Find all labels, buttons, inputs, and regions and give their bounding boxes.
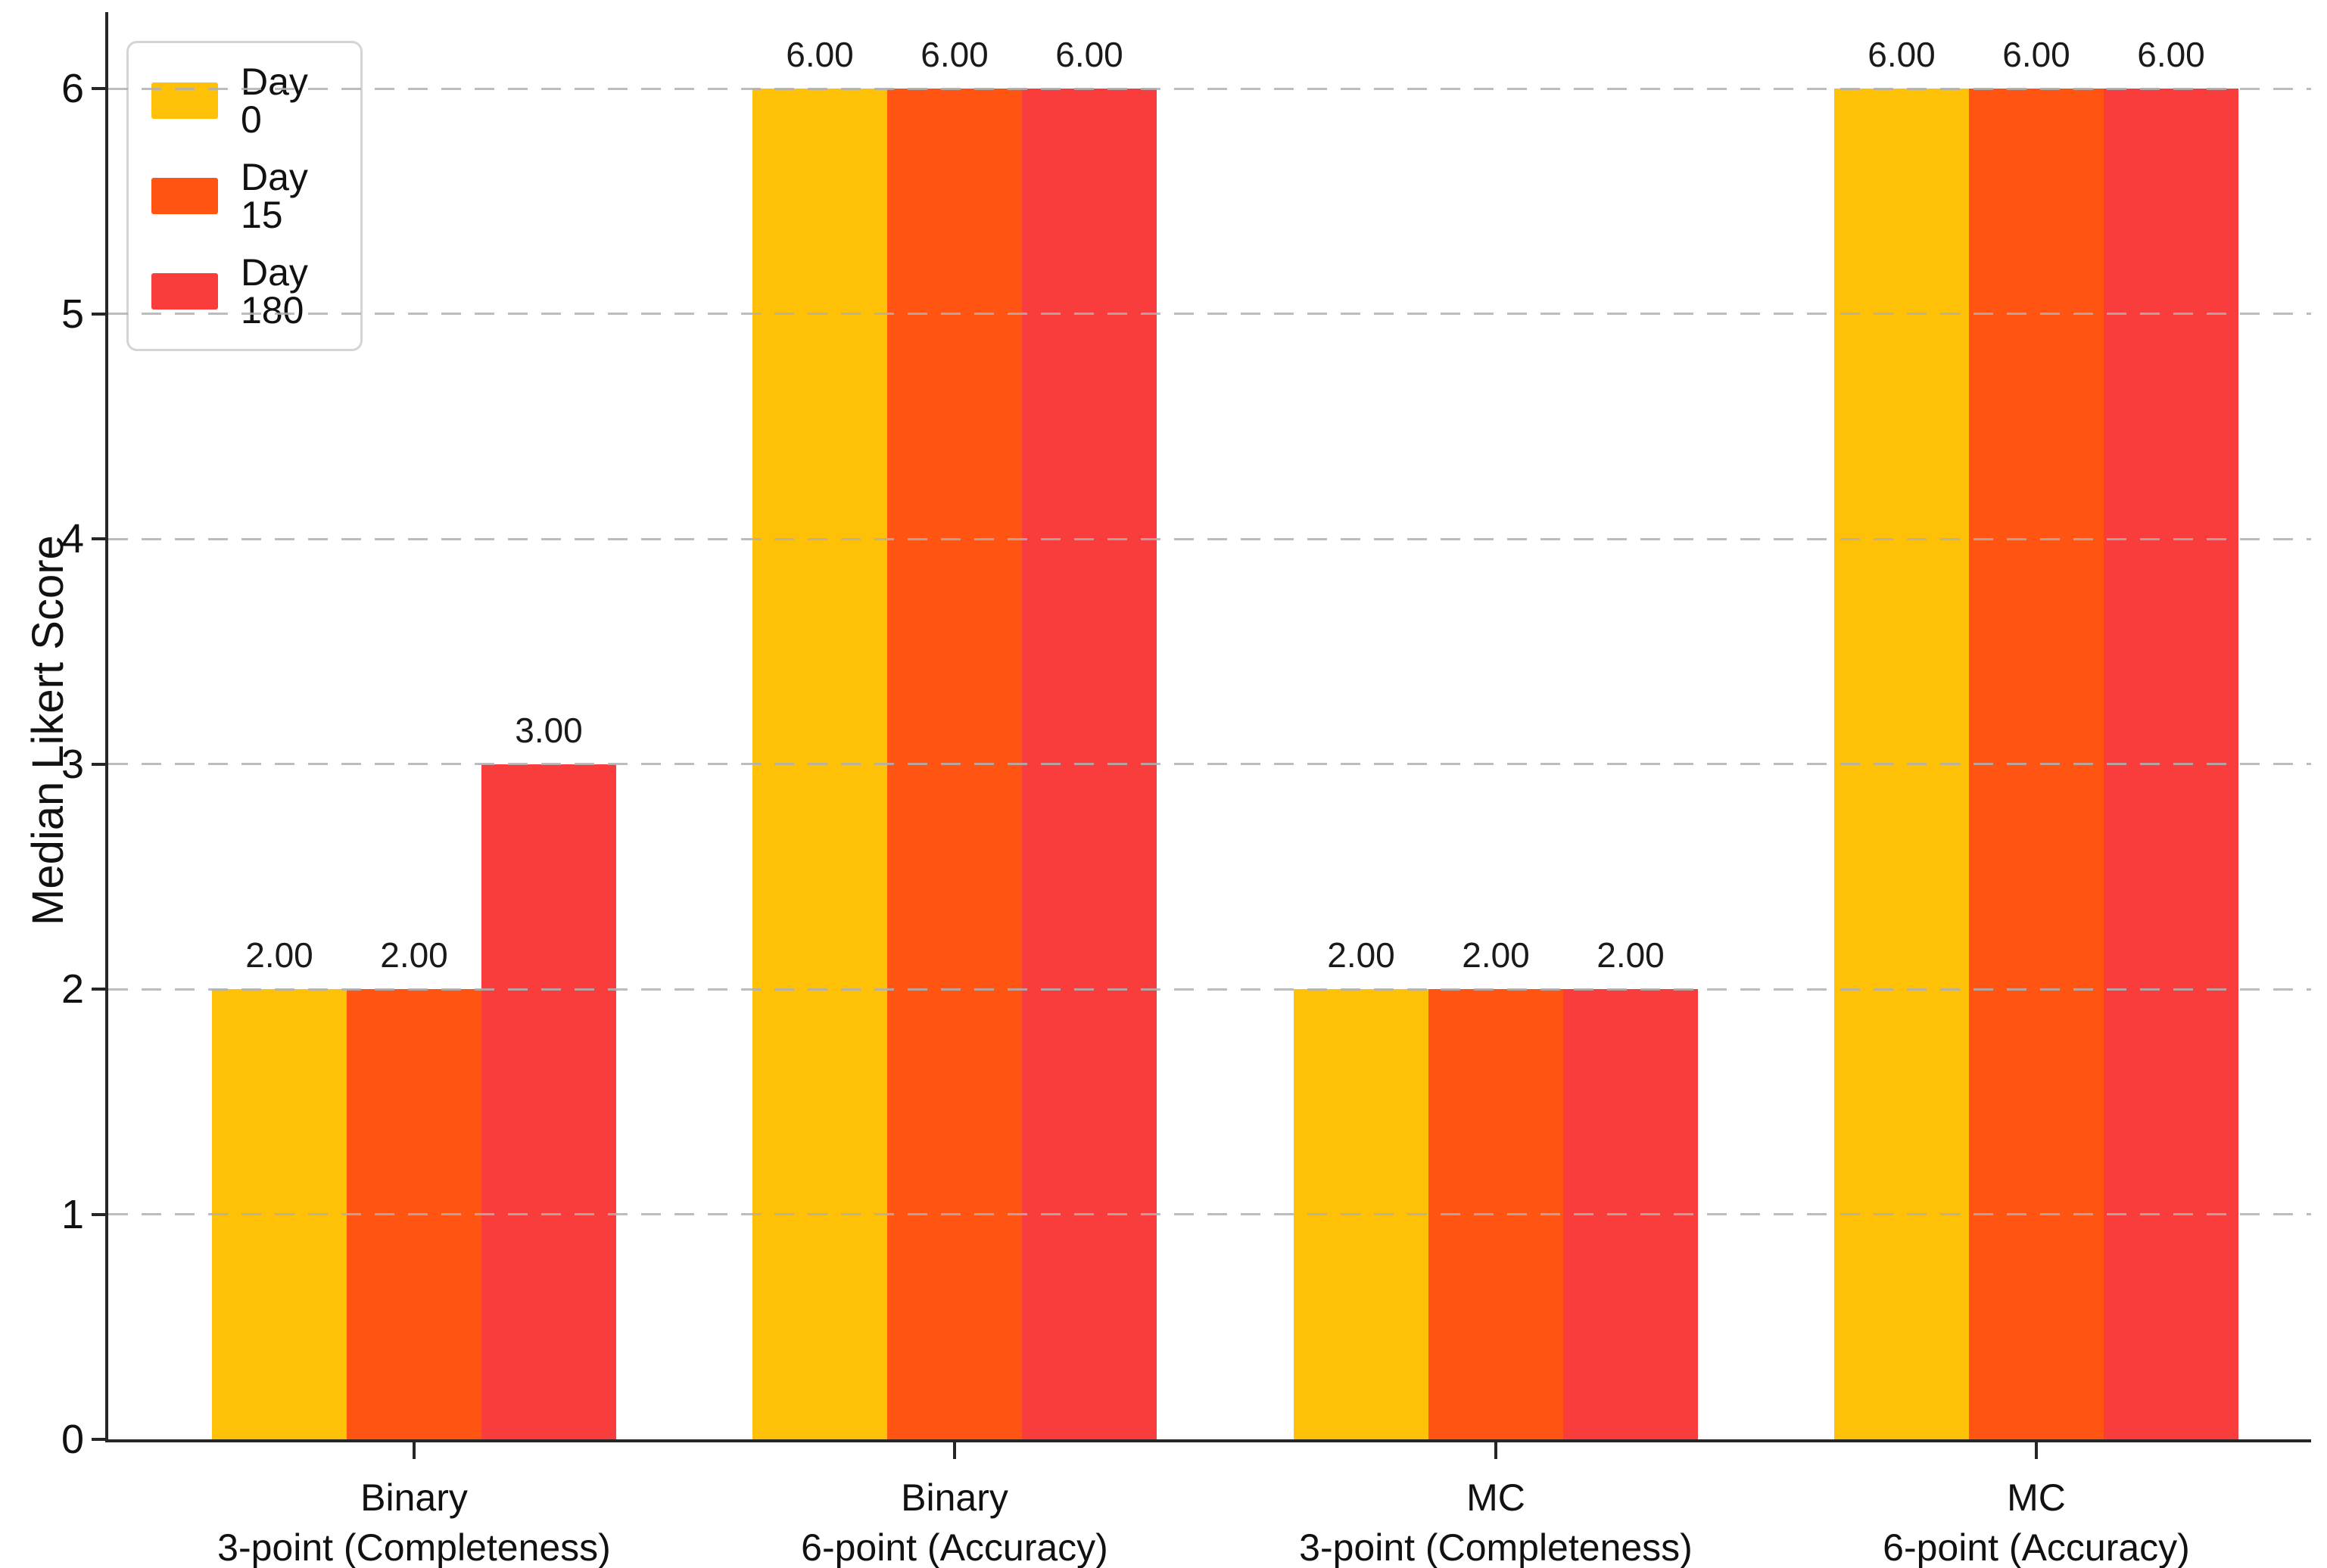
gridline-y5: [108, 313, 2311, 316]
gridline-y4: [108, 537, 2311, 540]
x-tick-mark: [1494, 1441, 1497, 1459]
bar-value-label: 6.00: [1055, 35, 1123, 75]
y-tick-mark: [92, 988, 108, 991]
legend-label: Day 180: [241, 251, 308, 331]
gridline-y1: [108, 1213, 2311, 1216]
y-tick-label: 4: [61, 516, 84, 562]
gridline-y3: [108, 763, 2311, 766]
x-category-label: Binary 6-point (Accuracy): [801, 1476, 1108, 1568]
y-tick-mark: [92, 537, 108, 541]
y-tick-mark: [92, 762, 108, 766]
bar-value-label: 2.00: [245, 935, 313, 975]
x-tick-mark: [2035, 1441, 2038, 1459]
bar-value-label: 2.00: [1462, 935, 1530, 975]
legend-swatch-icon: [151, 178, 218, 214]
legend-swatch-icon: [151, 273, 218, 310]
plot-area: 2.00 2.00 3.00 6.00 6.00 6.00 2.00 2.00 2.00 6.00…: [108, 12, 2311, 1439]
y-tick-label: 6: [61, 66, 84, 112]
legend-label: Day 15: [241, 156, 308, 236]
bar-value-label: 6.00: [1868, 35, 1936, 75]
x-category-label: Binary 3-point (Completeness): [217, 1476, 611, 1568]
bar-value-label: 2.00: [1597, 935, 1665, 975]
x-category-label: MC 3-point (Completeness): [1299, 1476, 1693, 1568]
gridline-y6: [108, 87, 2311, 90]
bar-value-label: 2.00: [1327, 935, 1395, 975]
x-axis-spine: [105, 1439, 2311, 1442]
bar-value-label: 6.00: [2002, 35, 2070, 75]
y-tick-label: 0: [61, 1417, 84, 1462]
x-tick-mark: [953, 1441, 956, 1459]
y-tick-mark: [92, 87, 108, 91]
bar-day180-group1: [481, 764, 616, 1439]
y-tick-mark: [92, 1212, 108, 1216]
x-category-label: MC 6-point (Accuracy): [1883, 1476, 2190, 1568]
bar-value-label: 6.00: [921, 35, 989, 75]
bar-value-label: 6.00: [2137, 35, 2205, 75]
bar-value-label: 3.00: [515, 710, 583, 750]
legend-label: Day 0: [241, 61, 308, 141]
bar-value-label: 6.00: [786, 35, 854, 75]
y-tick-mark: [92, 1438, 108, 1441]
y-tick-label: 1: [61, 1191, 84, 1237]
legend-item-day180: Day 180: [151, 254, 338, 329]
y-tick-mark: [92, 312, 108, 316]
y-tick-label: 3: [61, 741, 84, 787]
x-tick-mark: [413, 1441, 416, 1459]
y-axis-title: Median Likert Score: [23, 535, 73, 926]
legend-item-day15: Day 15: [151, 158, 338, 234]
gridline-y2: [108, 988, 2311, 991]
legend: Day 0 Day 15 Day 180: [126, 41, 363, 351]
y-tick-label: 2: [61, 966, 84, 1013]
y-tick-label: 5: [61, 291, 84, 337]
legend-item-day0: Day 0: [151, 63, 338, 138]
y-axis-spine: [105, 12, 108, 1442]
bar-value-label: 2.00: [380, 935, 448, 975]
